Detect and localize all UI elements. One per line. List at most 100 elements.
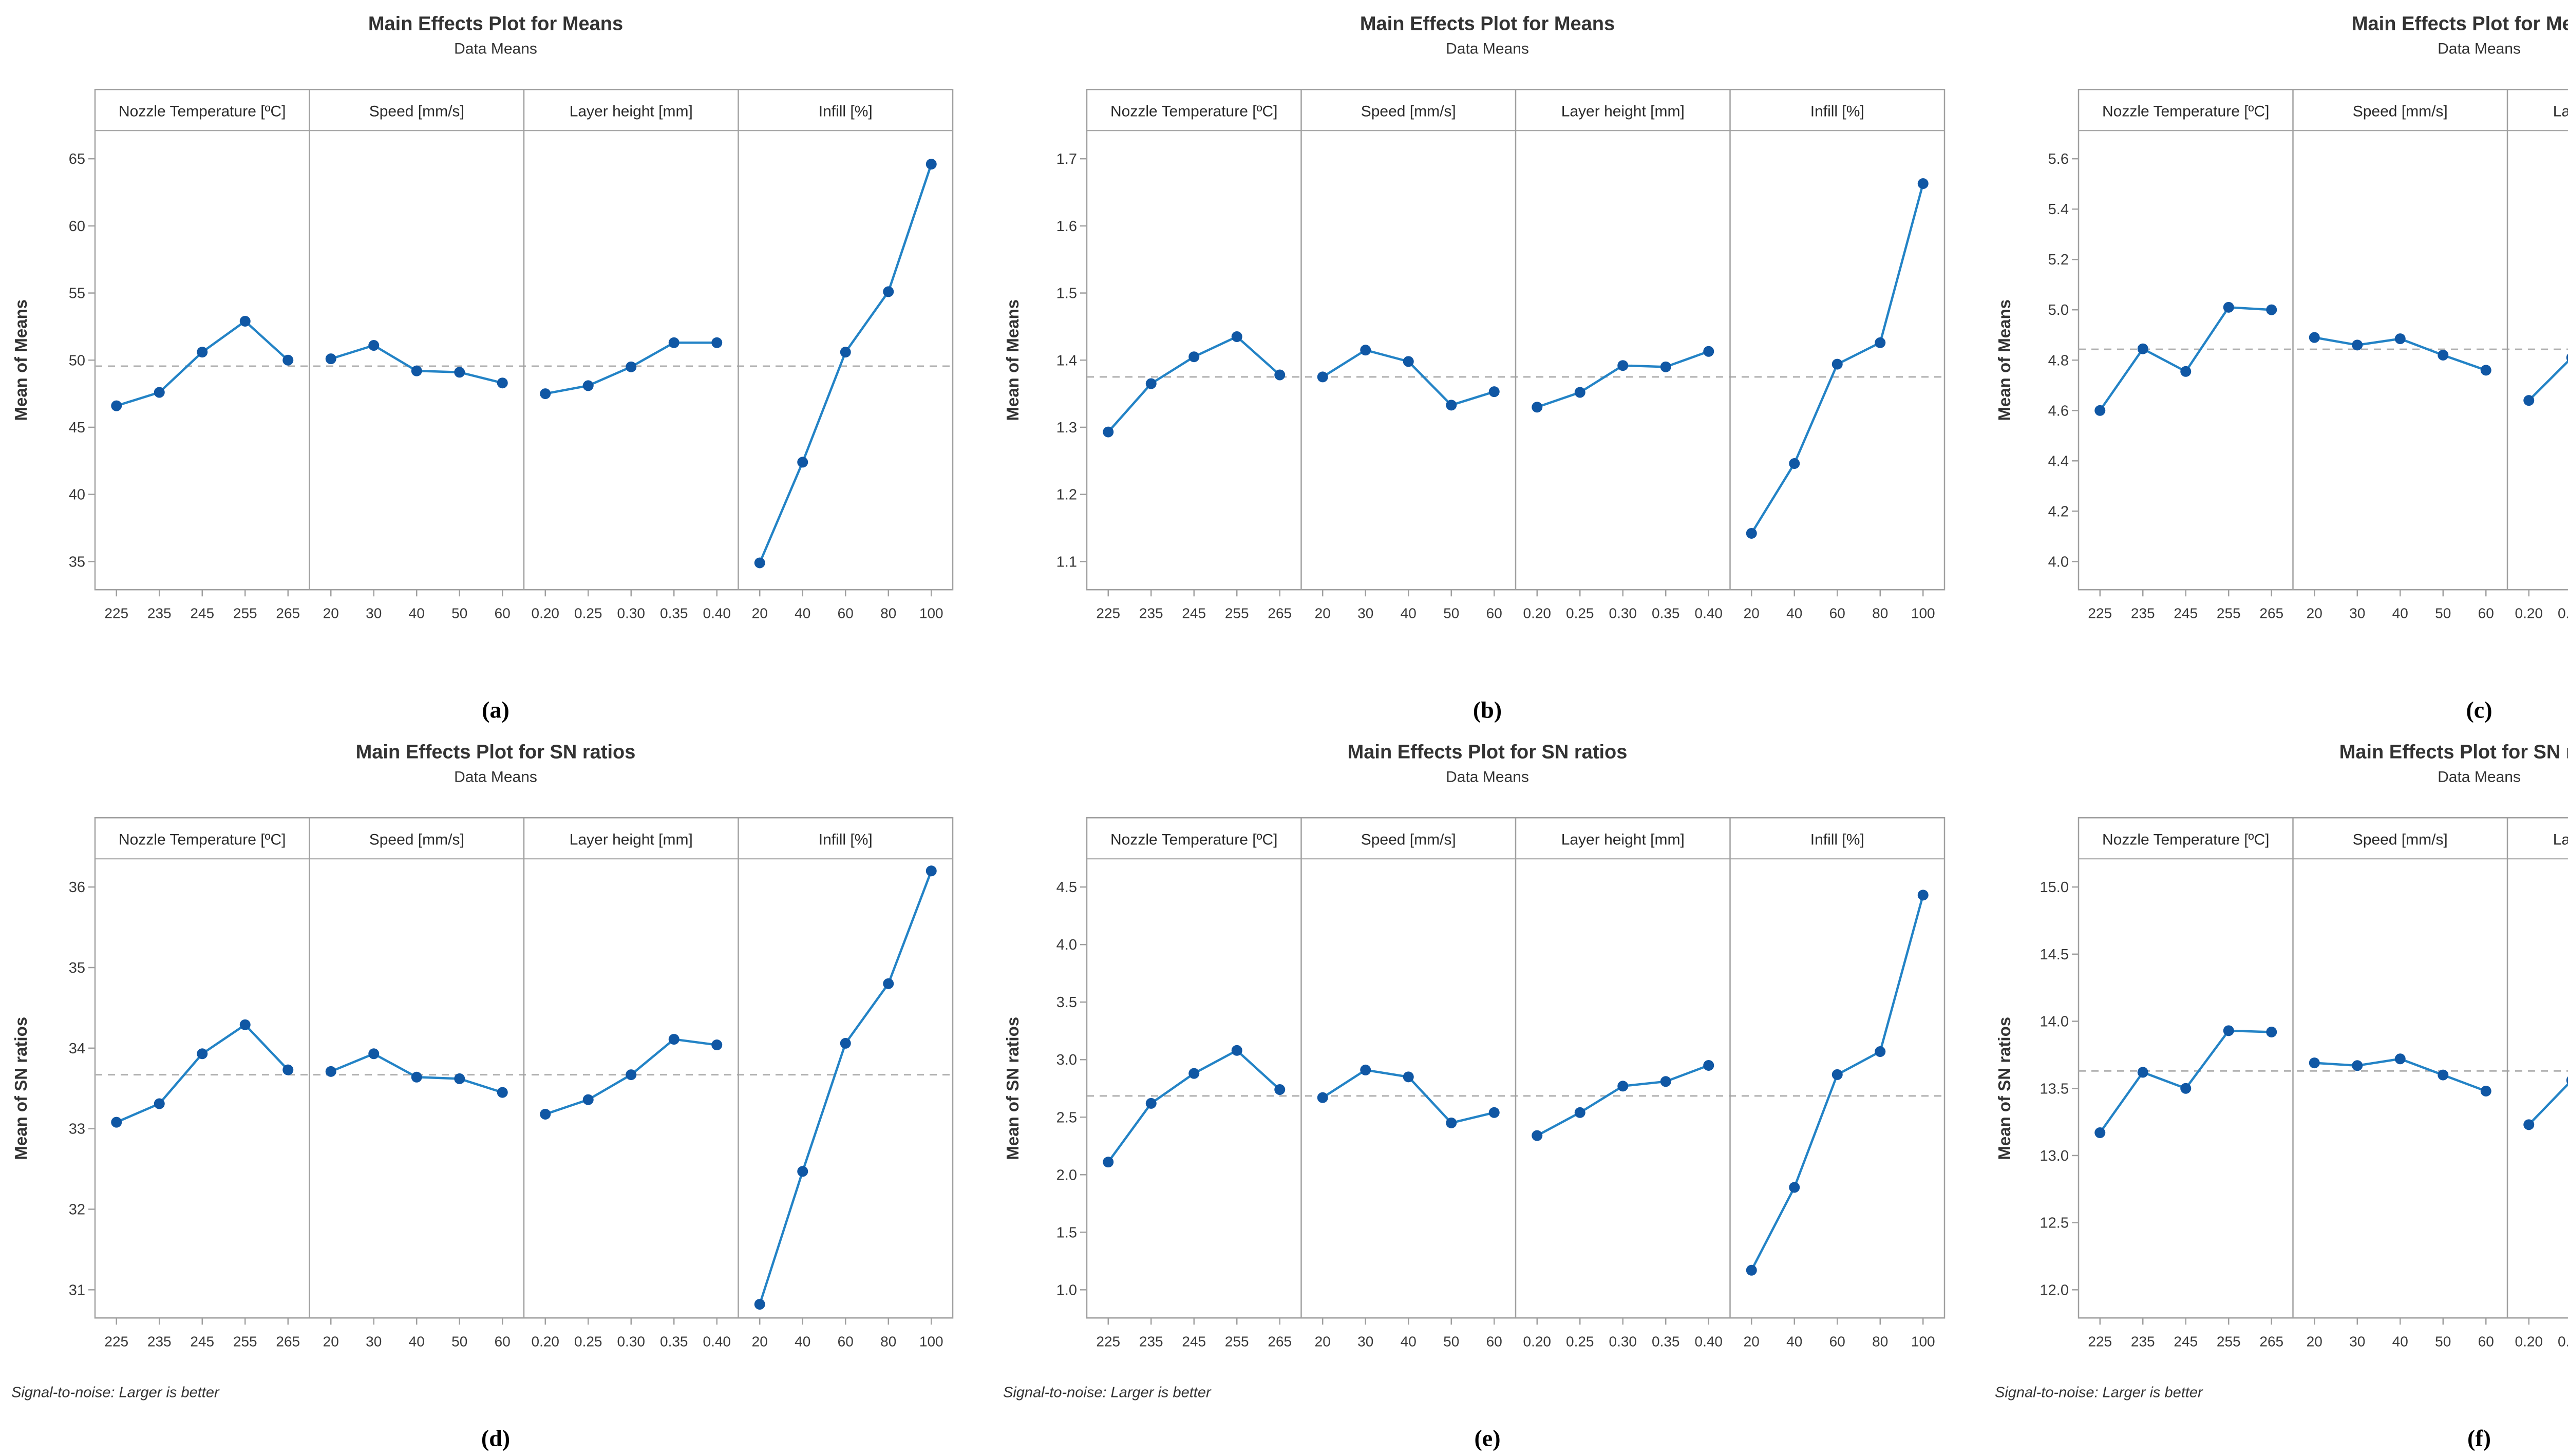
data-point-marker bbox=[926, 865, 937, 876]
x-tick-label: 40 bbox=[1786, 1333, 1802, 1349]
x-tick-label: 235 bbox=[147, 1333, 172, 1349]
y-tick-label: 5.4 bbox=[2048, 201, 2069, 218]
y-tick-label: 36 bbox=[69, 879, 85, 896]
x-tick-label: 0.35 bbox=[1652, 1333, 1680, 1349]
y-tick-label: 35 bbox=[69, 959, 85, 976]
data-point-marker bbox=[1145, 1098, 1157, 1109]
series-line bbox=[1107, 335, 1281, 433]
chart-subtitle: Data Means bbox=[1446, 768, 1529, 785]
factor-header-label: Speed [mm/s] bbox=[369, 103, 464, 120]
x-tick-label: 0.25 bbox=[2558, 605, 2568, 621]
data-point-marker bbox=[1917, 889, 1929, 900]
data-point-marker bbox=[1789, 458, 1800, 469]
panel-f: Main Effects Plot for SN ratios Data Mean… bbox=[1984, 728, 2568, 1456]
y-axis-label: Mean of Means bbox=[11, 299, 30, 421]
chart-subtitle: Data Means bbox=[2438, 40, 2521, 57]
data-point-marker bbox=[1488, 1107, 1500, 1118]
data-point-marker bbox=[197, 347, 208, 358]
x-tick-label: 30 bbox=[1357, 605, 1373, 621]
x-tick-label: 245 bbox=[1182, 605, 1206, 621]
data-point-marker bbox=[2137, 343, 2148, 354]
data-point-marker bbox=[797, 1165, 808, 1177]
data-point-marker bbox=[368, 339, 380, 351]
y-tick-label: 1.2 bbox=[1056, 487, 1077, 503]
x-tick-label: 80 bbox=[880, 605, 896, 621]
x-tick-label: 60 bbox=[838, 605, 854, 621]
y-tick-label: 34 bbox=[69, 1040, 85, 1056]
data-point-marker bbox=[668, 337, 679, 348]
factor-header-label: Layer height [mm] bbox=[1561, 831, 1685, 848]
x-tick-label: 20 bbox=[323, 605, 339, 621]
data-point-marker bbox=[2180, 366, 2192, 377]
y-tick-label: 4.6 bbox=[2048, 403, 2069, 419]
x-tick-label: 50 bbox=[2435, 605, 2451, 621]
data-point-marker bbox=[1360, 345, 1371, 356]
data-point-marker bbox=[1746, 527, 1757, 539]
x-tick-label: 100 bbox=[1911, 605, 1935, 621]
y-tick-label: 4.0 bbox=[2048, 554, 2069, 570]
panel-caption: (d) bbox=[481, 1425, 510, 1451]
x-tick-label: 40 bbox=[2392, 605, 2408, 621]
y-tick-label: 1.5 bbox=[1056, 1224, 1077, 1241]
x-tick-label: 235 bbox=[2131, 605, 2155, 621]
y-tick-label: 14.5 bbox=[2040, 946, 2069, 962]
factor-header-label: Speed [mm/s] bbox=[1361, 831, 1456, 848]
factor-header-label: Nozzle Temperature [ºC] bbox=[119, 831, 286, 848]
x-tick-label: 0.20 bbox=[2515, 1333, 2543, 1349]
series-line bbox=[759, 163, 933, 563]
y-tick-label: 4.2 bbox=[2048, 503, 2069, 520]
x-tick-label: 0.20 bbox=[532, 605, 560, 621]
y-axis-label: Mean of SN ratios bbox=[11, 1016, 30, 1160]
x-tick-label: 225 bbox=[104, 1333, 128, 1349]
x-tick-label: 225 bbox=[2088, 605, 2112, 621]
x-tick-label: 80 bbox=[1872, 1333, 1888, 1349]
factor-header-label: Layer height [mm] bbox=[1561, 103, 1685, 120]
x-tick-label: 80 bbox=[1872, 605, 1888, 621]
x-tick-label: 60 bbox=[2478, 605, 2494, 621]
x-tick-label: 265 bbox=[1268, 1333, 1292, 1349]
y-tick-label: 31 bbox=[69, 1282, 85, 1298]
factor-header-label: Nozzle Temperature [ºC] bbox=[1110, 831, 1278, 848]
x-tick-label: 60 bbox=[2478, 1333, 2494, 1349]
series-line bbox=[116, 320, 289, 407]
x-tick-label: 0.30 bbox=[1609, 605, 1637, 621]
data-point-marker bbox=[1274, 369, 1286, 381]
data-point-marker bbox=[154, 1098, 165, 1109]
data-point-marker bbox=[1274, 1084, 1286, 1095]
y-axis-label: Mean of SN ratios bbox=[1995, 1016, 2014, 1160]
y-tick-label: 3.5 bbox=[1056, 994, 1077, 1011]
y-tick-label: 14.0 bbox=[2040, 1013, 2069, 1030]
panel-caption: (f) bbox=[2467, 1425, 2491, 1451]
x-tick-label: 0.20 bbox=[532, 1333, 560, 1349]
x-tick-label: 20 bbox=[1744, 1333, 1760, 1349]
y-tick-label: 1.5 bbox=[1056, 286, 1077, 302]
series-line bbox=[1750, 894, 1924, 1271]
x-tick-label: 0.20 bbox=[1523, 1333, 1552, 1349]
data-point-marker bbox=[1231, 1045, 1242, 1056]
data-point-marker bbox=[582, 380, 594, 391]
data-point-marker bbox=[2352, 1060, 2363, 1071]
chart-d: Main Effects Plot for SN ratios Data Mean… bbox=[11, 741, 954, 1451]
series-line bbox=[2528, 1082, 2568, 1125]
x-tick-label: 20 bbox=[752, 1333, 768, 1349]
x-tick-label: 30 bbox=[2349, 1333, 2365, 1349]
x-tick-label: 225 bbox=[2088, 1333, 2112, 1349]
x-tick-label: 20 bbox=[1315, 605, 1331, 621]
data-point-marker bbox=[840, 1037, 851, 1049]
x-tick-label: 255 bbox=[1225, 1333, 1249, 1349]
factor-header-label: Nozzle Temperature [ºC] bbox=[119, 103, 286, 120]
panel-d: Main Effects Plot for SN ratios Data Mean… bbox=[0, 728, 992, 1456]
x-tick-label: 100 bbox=[1911, 1333, 1935, 1349]
data-point-marker bbox=[540, 388, 551, 400]
x-tick-label: 0.40 bbox=[703, 605, 731, 621]
data-point-marker bbox=[668, 1033, 679, 1045]
x-tick-label: 225 bbox=[104, 605, 128, 621]
x-tick-label: 235 bbox=[147, 605, 172, 621]
y-tick-label: 4.8 bbox=[2048, 352, 2069, 369]
x-tick-label: 0.25 bbox=[574, 1333, 602, 1349]
series-line bbox=[1536, 1064, 1709, 1137]
x-tick-label: 0.20 bbox=[2515, 605, 2543, 621]
x-tick-label: 40 bbox=[409, 1333, 425, 1349]
data-point-marker bbox=[1875, 1046, 1886, 1057]
x-tick-label: 60 bbox=[495, 605, 511, 621]
